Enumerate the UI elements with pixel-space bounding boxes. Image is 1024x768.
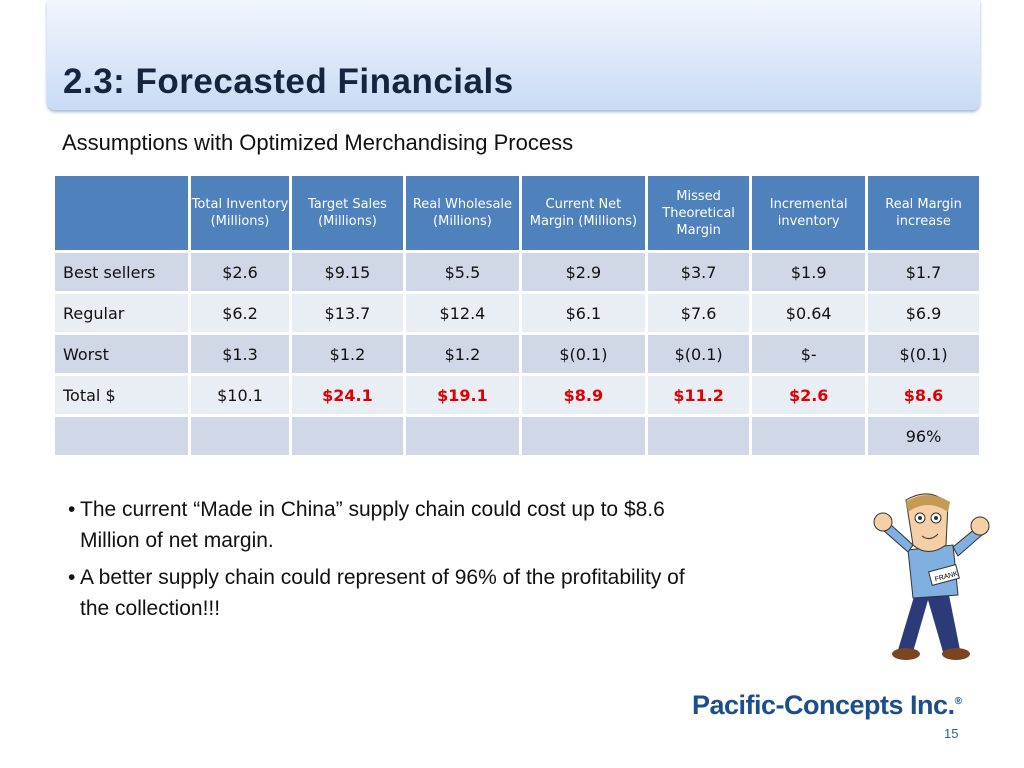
- table-cell: $8.9: [518, 373, 648, 417]
- table-cell: $1.2: [288, 332, 407, 376]
- table-cell: $8.6: [865, 373, 982, 417]
- table-cell: [403, 414, 522, 458]
- logo: Pacific-Concepts Inc.®: [692, 690, 962, 721]
- table-row: Worst $1.3 $1.2 $1.2 $(0.1) $(0.1) $- $(0.1): [51, 332, 982, 376]
- table-cell: $24.1: [288, 373, 407, 417]
- bullet-list: The current “Made in China” supply chain…: [68, 494, 718, 630]
- table-cell: $1.7: [865, 250, 982, 294]
- table-cell: [288, 414, 407, 458]
- table-cell: $(0.1): [644, 332, 753, 376]
- header-cell: Target Sales (Millions): [288, 173, 407, 253]
- header-cell: [51, 173, 192, 253]
- table-cell: $1.2: [403, 332, 522, 376]
- table-cell: $(0.1): [518, 332, 648, 376]
- table-cell: $-: [749, 332, 869, 376]
- table-cell: Total $: [51, 373, 192, 417]
- table-row: Best sellers $2.6 $9.15 $5.5 $2.9 $3.7 $1.9 $1.…: [51, 250, 982, 294]
- table-cell: $5.5: [403, 250, 522, 294]
- table-cell: $7.6: [644, 291, 753, 335]
- header-cell: Real Margin increase: [865, 173, 982, 253]
- table-cell: Best sellers: [51, 250, 192, 294]
- table-cell: $6.1: [518, 291, 648, 335]
- table-cell: $1.9: [749, 250, 869, 294]
- bullet: The current “Made in China” supply chain…: [68, 494, 718, 556]
- table-row: 96%: [51, 414, 982, 458]
- header-cell: Total Inventory (Millions): [188, 173, 292, 253]
- subtitle: Assumptions with Optimized Merchandising…: [62, 130, 574, 155]
- logo-mark: ®: [954, 696, 962, 707]
- table-cell: $19.1: [403, 373, 522, 417]
- title: 2.3: Forecasted Financials: [63, 62, 514, 101]
- header-cell: Missed Theoretical Margin: [644, 173, 753, 253]
- table-cell: [51, 414, 192, 458]
- header-cell: Current Net Margin (Millions): [518, 173, 648, 253]
- table-cell: $6.2: [188, 291, 292, 335]
- table-cell: [518, 414, 648, 458]
- table-cell: Regular: [51, 291, 192, 335]
- table-cell: $2.6: [188, 250, 292, 294]
- table-cell: [749, 414, 869, 458]
- header-cell: Real Wholesale (Millions): [403, 173, 522, 253]
- table-cell: $11.2: [644, 373, 753, 417]
- financials-table: Total Inventory (Millions) Target Sales (…: [51, 173, 982, 458]
- table-cell: [644, 414, 753, 458]
- table-cell: Worst: [51, 332, 192, 376]
- table-cell: $1.3: [188, 332, 292, 376]
- table-cell: $10.1: [188, 373, 292, 417]
- table-row: Total $ $10.1 $24.1 $19.1 $8.9 $11.2 $2.6 $8.6: [51, 373, 982, 417]
- table-cell: $9.15: [288, 250, 407, 294]
- header-row: Total Inventory (Millions) Target Sales (…: [51, 173, 982, 253]
- title-band: [47, 0, 980, 110]
- table-cell: $0.64: [749, 291, 869, 335]
- table-cell: [188, 414, 292, 458]
- logo-text: Pacific-Concepts Inc.: [692, 690, 955, 720]
- table-cell: $2.6: [749, 373, 869, 417]
- table-cell: $2.9: [518, 250, 648, 294]
- table-row: Regular $6.2 $13.7 $12.4 $6.1 $7.6 $0.64 $6.9: [51, 291, 982, 335]
- table-cell: $6.9: [865, 291, 982, 335]
- table-cell: $3.7: [644, 250, 753, 294]
- table-cell: 96%: [865, 414, 982, 458]
- table-cell: $13.7: [288, 291, 407, 335]
- table-cell: $(0.1): [865, 332, 982, 376]
- cartoon-figure: FRANK: [873, 493, 990, 660]
- bullet: A better supply chain could represent of…: [68, 562, 718, 624]
- table-cell: $12.4: [403, 291, 522, 335]
- header-cell: Incremental inventory: [749, 173, 869, 253]
- page-number: 15: [944, 726, 959, 741]
